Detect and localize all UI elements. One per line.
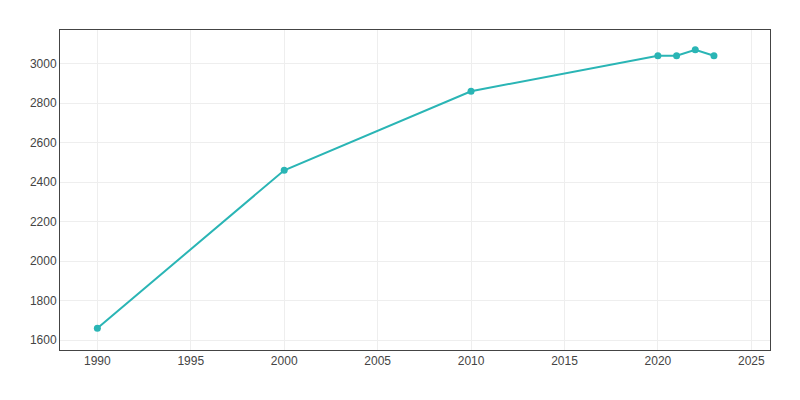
svg-text:1600: 1600 <box>30 333 57 347</box>
svg-text:2200: 2200 <box>30 215 57 229</box>
svg-text:1800: 1800 <box>30 294 57 308</box>
svg-text:2010: 2010 <box>458 354 485 368</box>
svg-text:2600: 2600 <box>30 136 57 150</box>
svg-text:2005: 2005 <box>364 354 391 368</box>
svg-text:3000: 3000 <box>30 57 57 71</box>
svg-text:2800: 2800 <box>30 96 57 110</box>
svg-text:1990: 1990 <box>84 354 111 368</box>
svg-text:2400: 2400 <box>30 175 57 189</box>
svg-text:1995: 1995 <box>177 354 204 368</box>
svg-text:2000: 2000 <box>30 254 57 268</box>
svg-text:2000: 2000 <box>271 354 298 368</box>
svg-text:2015: 2015 <box>551 354 578 368</box>
svg-text:2025: 2025 <box>738 354 765 368</box>
svg-text:2020: 2020 <box>645 354 672 368</box>
